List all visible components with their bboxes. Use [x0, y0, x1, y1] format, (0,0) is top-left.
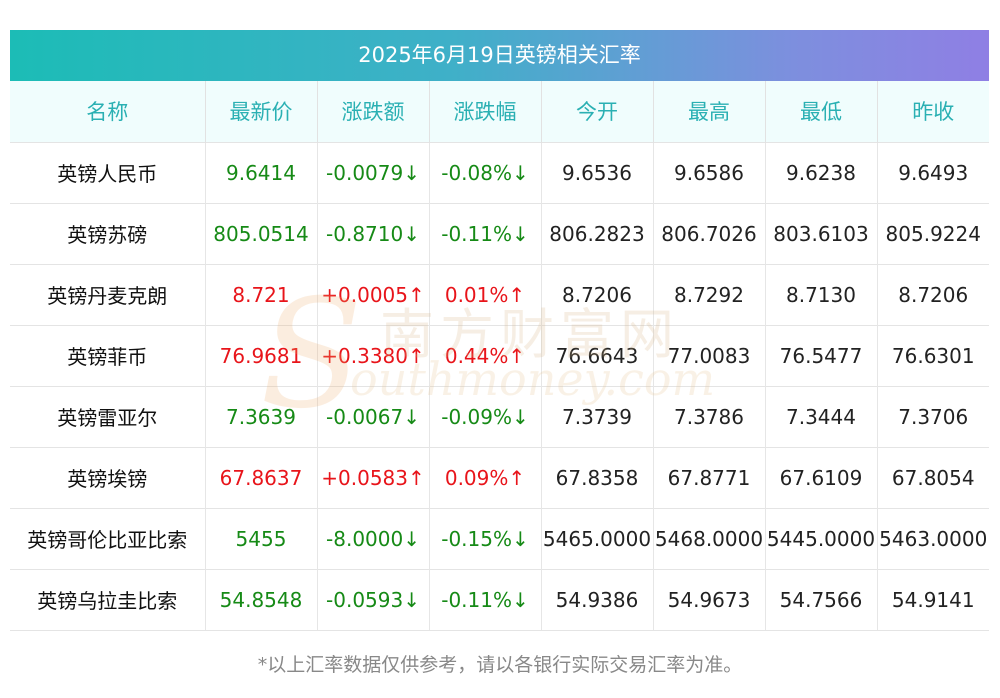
cell-prev-close: 54.9141: [877, 568, 989, 631]
cell-high: 806.7026: [653, 202, 766, 264]
header-prev-close: 昨收: [912, 100, 955, 125]
cell-change-pct: 0.09%↑: [429, 446, 542, 508]
cell-change-pct: -0.15%↓: [429, 507, 542, 569]
cell-prev-close: 67.8054: [877, 446, 989, 508]
cell-name: 英镑苏磅: [10, 202, 206, 264]
cell-high: 67.8771: [653, 446, 766, 508]
table-row: 英镑乌拉圭比索 54.8548 -0.0593↓ -0.11%↓ 54.9386 54.9…: [10, 568, 989, 631]
cell-latest: 5455: [205, 507, 318, 569]
cell-change: +0.0583↑: [317, 446, 430, 508]
cell-change-pct: 0.01%↑: [429, 263, 542, 325]
cell-latest: 54.8548: [205, 568, 318, 631]
cell-prev-close: 9.6493: [877, 141, 989, 203]
cell-latest: 8.721: [205, 263, 318, 325]
cell-open: 76.6643: [541, 324, 654, 386]
table-row: 英镑丹麦克朗 8.721 +0.0005↑ 0.01%↑ 8.7206 8.7292 8.7…: [10, 263, 989, 325]
cell-high: 9.6586: [653, 141, 766, 203]
cell-name: 英镑哥伦比亚比索: [10, 507, 206, 569]
cell-low: 67.6109: [765, 446, 878, 508]
table-row: 英镑苏磅 805.0514 -0.8710↓ -0.11%↓ 806.2823 806.7…: [10, 202, 989, 264]
cell-prev-close: 8.7206: [877, 263, 989, 325]
cell-low: 5445.0000: [765, 507, 878, 569]
cell-change: -0.0067↓: [317, 385, 430, 447]
cell-high: 5468.0000: [653, 507, 766, 569]
table-title: 2025年6月19日英镑相关汇率: [10, 30, 989, 81]
cell-change-pct: -0.11%↓: [429, 568, 542, 631]
cell-open: 54.9386: [541, 568, 654, 631]
rates-panel: 2025年6月19日英镑相关汇率 名称 最新价 涨跌额 涨跌幅 今开 最高 最低…: [10, 30, 989, 631]
header-latest: 最新价: [205, 81, 318, 142]
table-row: 英镑菲币 76.9681 +0.3380↑ 0.44%↑ 76.6643 77.0083 7…: [10, 324, 989, 386]
cell-change-pct: 0.44%↑: [429, 324, 542, 386]
table-row: 英镑哥伦比亚比索 5455 -8.0000↓ -0.15%↓ 5465.0000 5468…: [10, 507, 989, 569]
cell-low: 8.7130: [765, 263, 878, 325]
cell-change-pct: -0.08%↓: [429, 141, 542, 203]
cell-change: +0.0005↑: [317, 263, 430, 325]
cell-high: 7.3786: [653, 385, 766, 447]
cell-name: 英镑雷亚尔: [10, 385, 206, 447]
cell-high: 8.7292: [653, 263, 766, 325]
cell-latest: 76.9681: [205, 324, 318, 386]
cell-low: 9.6238: [765, 141, 878, 203]
cell-change: +0.3380↑: [317, 324, 430, 386]
cell-change: -0.8710↓: [317, 202, 430, 264]
cell-latest: 67.8637: [205, 446, 318, 508]
header-change: 涨跌额: [317, 81, 430, 142]
cell-open: 806.2823: [541, 202, 654, 264]
cell-change: -0.0079↓: [317, 141, 430, 203]
cell-open: 67.8358: [541, 446, 654, 508]
disclaimer-note: *以上汇率数据仅供参考，请以各银行实际交易汇率为准。: [257, 654, 743, 676]
cell-low: 803.6103: [765, 202, 878, 264]
header-change-pct: 涨跌幅: [429, 81, 542, 142]
cell-change: -0.0593↓: [317, 568, 430, 631]
cell-latest: 805.0514: [205, 202, 318, 264]
cell-change: -8.0000↓: [317, 507, 430, 569]
header-low: 最低: [765, 81, 878, 142]
cell-low: 76.5477: [765, 324, 878, 386]
cell-name: 英镑菲币: [10, 324, 206, 386]
cell-name: 英镑丹麦克朗: [10, 263, 206, 325]
cell-open: 7.3739: [541, 385, 654, 447]
cell-open: 5465.0000: [541, 507, 654, 569]
cell-prev-close: 76.6301: [877, 324, 989, 386]
cell-open: 8.7206: [541, 263, 654, 325]
cell-prev-close: 7.3706: [877, 385, 989, 447]
cell-low: 7.3444: [765, 385, 878, 447]
header-name: 名称: [10, 81, 206, 142]
cell-name: 英镑人民币: [10, 141, 206, 203]
cell-change-pct: -0.09%↓: [429, 385, 542, 447]
cell-latest: 9.6414: [205, 141, 318, 203]
cell-prev-close: 5463.0000: [877, 507, 989, 569]
table-row: 英镑雷亚尔 7.3639 -0.0067↓ -0.09%↓ 7.3739 7.3786 7.…: [10, 385, 989, 447]
cell-name: 英镑埃镑: [10, 446, 206, 508]
header-high: 最高: [653, 81, 766, 142]
cell-high: 54.9673: [653, 568, 766, 631]
table-header-row: 名称 最新价 涨跌额 涨跌幅 今开 最高 最低 昨收: [10, 81, 989, 142]
cell-latest: 7.3639: [205, 385, 318, 447]
cell-prev-close: 805.9224: [877, 202, 989, 264]
cell-high: 77.0083: [653, 324, 766, 386]
cell-change-pct: -0.11%↓: [429, 202, 542, 264]
cell-name: 英镑乌拉圭比索: [10, 568, 206, 631]
rates-table: 名称 最新价 涨跌额 涨跌幅 今开 最高 最低 昨收 英镑人民币 9.6414 -0…: [10, 81, 989, 631]
cell-open: 9.6536: [541, 141, 654, 203]
cell-low: 54.7566: [765, 568, 878, 631]
table-row: 英镑人民币 9.6414 -0.0079↓ -0.08%↓ 9.6536 9.6586 9.…: [10, 141, 989, 203]
header-open: 今开: [541, 81, 654, 142]
table-row: 英镑埃镑 67.8637 +0.0583↑ 0.09%↑ 67.8358 67.8771 6…: [10, 446, 989, 508]
